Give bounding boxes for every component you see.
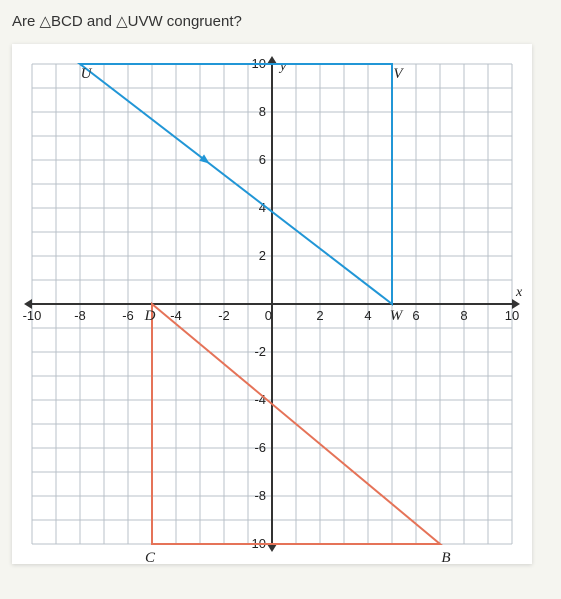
point-label-w: W — [390, 308, 404, 324]
x-tick-label: 10 — [505, 308, 519, 323]
x-tick-label: 8 — [460, 308, 467, 323]
y-tick-label: -2 — [254, 344, 266, 359]
x-tick-label: -2 — [218, 308, 230, 323]
y-tick-label: 2 — [259, 248, 266, 263]
x-tick-label: 2 — [316, 308, 323, 323]
question-text: Are △BCD and △UVW congruent? — [12, 12, 549, 30]
x-axis-label: x — [515, 285, 523, 300]
y-tick-label: 8 — [259, 104, 266, 119]
point-label-c: C — [145, 550, 156, 564]
x-tick-label: 0 — [265, 308, 272, 323]
axis-arrow-up — [267, 56, 277, 64]
x-tick-label: -6 — [122, 308, 134, 323]
point-label-u: U — [81, 66, 93, 82]
y-axis-label: y — [278, 59, 287, 74]
y-tick-label: -6 — [254, 440, 266, 455]
point-label-d: D — [144, 308, 156, 324]
x-tick-label: 6 — [412, 308, 419, 323]
y-tick-label: -8 — [254, 488, 266, 503]
axis-arrow-down — [267, 544, 277, 552]
x-tick-label: -10 — [23, 308, 42, 323]
point-label-b: B — [441, 550, 450, 564]
x-tick-label: 4 — [364, 308, 371, 323]
point-label-v: V — [393, 66, 404, 82]
graph-svg: -10-8-6-4-20246810-10-8-6-4-2246810xyUVW… — [12, 44, 532, 564]
y-tick-label: 6 — [259, 152, 266, 167]
coordinate-graph: -10-8-6-4-20246810-10-8-6-4-2246810xyUVW… — [12, 44, 532, 564]
x-tick-label: -8 — [74, 308, 86, 323]
